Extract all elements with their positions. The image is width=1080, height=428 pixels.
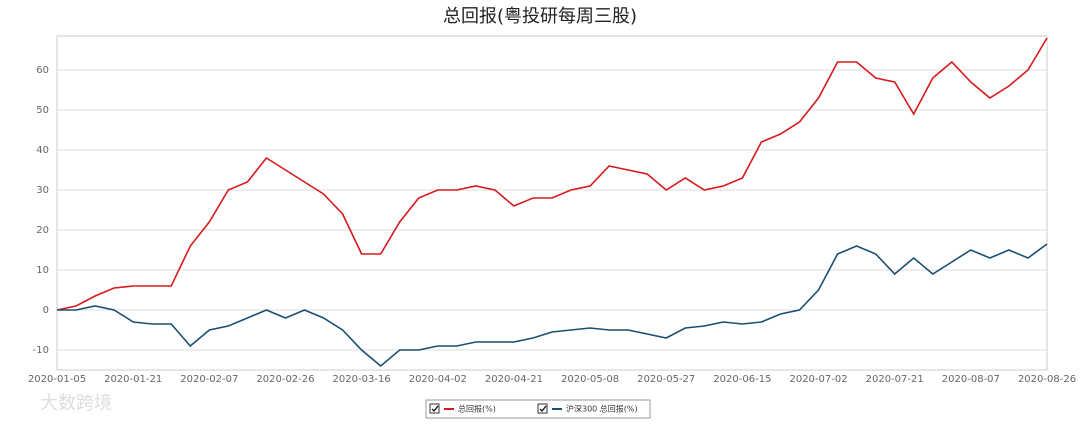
x-tick-label: 2020-08-26 bbox=[1018, 374, 1076, 385]
x-tick-label: 2020-01-21 bbox=[104, 374, 162, 385]
legend-check bbox=[539, 405, 547, 412]
y-tick-label: 50 bbox=[36, 105, 49, 116]
y-tick-label: 10 bbox=[36, 265, 49, 276]
y-tick-label: 20 bbox=[36, 225, 49, 236]
x-tick-label: 2020-06-15 bbox=[713, 374, 771, 385]
x-tick-label: 2020-04-02 bbox=[409, 374, 467, 385]
x-tick-label: 2020-05-08 bbox=[561, 374, 619, 385]
y-tick-label: 0 bbox=[43, 305, 49, 316]
x-tick-label: 2020-02-07 bbox=[180, 374, 238, 385]
x-tick-label: 2020-01-05 bbox=[28, 374, 86, 385]
chart-title: 总回报(粤投研每周三股) bbox=[443, 6, 637, 27]
legend-check bbox=[431, 405, 439, 412]
x-tick-label: 2020-02-26 bbox=[256, 374, 314, 385]
y-tick-label: 40 bbox=[36, 145, 49, 156]
x-tick-label: 2020-07-21 bbox=[866, 374, 924, 385]
x-tick-label: 2020-07-02 bbox=[789, 374, 847, 385]
y-tick-label: 30 bbox=[36, 185, 49, 196]
legend-checkbox[interactable] bbox=[429, 403, 440, 414]
y-tick-label: 60 bbox=[36, 65, 49, 76]
legend-checkbox[interactable] bbox=[537, 403, 548, 414]
series-line bbox=[56, 37, 1048, 311]
x-tick-label: 2020-05-27 bbox=[637, 374, 695, 385]
x-tick-label: 2020-04-21 bbox=[485, 374, 543, 385]
legend-label[interactable]: 沪深300 总回报(%) bbox=[566, 404, 638, 414]
plot-frame bbox=[56, 35, 1048, 371]
watermark: 大数跨境 bbox=[40, 393, 112, 414]
y-tick-label: -10 bbox=[33, 345, 49, 356]
legend-label[interactable]: 总回报(%) bbox=[458, 404, 496, 414]
x-tick-label: 2020-03-16 bbox=[333, 374, 391, 385]
x-tick-label: 2020-08-07 bbox=[942, 374, 1000, 385]
series-line bbox=[57, 243, 1048, 368]
